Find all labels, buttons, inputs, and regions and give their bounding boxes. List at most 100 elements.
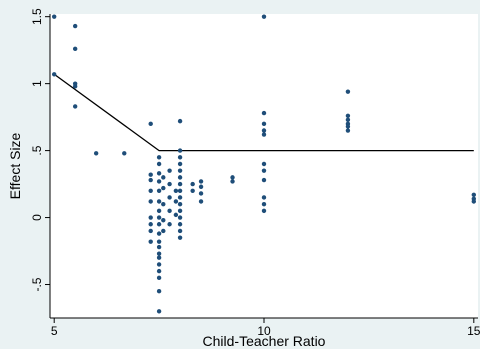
data-point [156, 222, 162, 227]
y-tick-label: -.5 [30, 277, 44, 291]
data-point [167, 168, 172, 173]
data-point [156, 155, 162, 160]
data-point [261, 132, 267, 137]
data-point [261, 121, 267, 127]
data-point [156, 188, 162, 193]
data-point [72, 104, 78, 109]
data-point [177, 168, 183, 173]
y-tick-label: 1.5 [30, 8, 44, 25]
fitted-line [53, 73, 474, 152]
data-point [148, 228, 153, 234]
data-point [167, 181, 172, 187]
data-point [177, 175, 183, 180]
data-point [148, 239, 153, 244]
data-point [177, 118, 183, 124]
data-point [177, 161, 183, 167]
x-tick-label: 5 [51, 324, 58, 338]
data-point [177, 195, 183, 200]
data-point [156, 255, 162, 260]
data-point [173, 199, 179, 204]
data-point [156, 289, 162, 294]
data-point [72, 46, 78, 52]
data-point [261, 161, 267, 167]
data-point [230, 175, 235, 180]
data-point [345, 113, 351, 118]
data-point [161, 185, 166, 191]
data-point [148, 121, 153, 127]
data-point [148, 188, 153, 193]
data-point [161, 228, 166, 234]
data-point [156, 199, 162, 204]
data-point [161, 175, 166, 180]
y-axis-title: Effect Size [7, 132, 23, 199]
data-point [156, 171, 162, 176]
data-point [345, 124, 351, 129]
data-point [198, 179, 204, 184]
data-point [261, 110, 267, 116]
data-point [198, 184, 204, 189]
data-point [72, 84, 78, 89]
data-point [230, 179, 235, 184]
data-point [190, 188, 195, 193]
data-point [471, 192, 477, 197]
x-tick-label: 10 [257, 324, 271, 338]
data-point [177, 188, 183, 193]
data-point [156, 244, 162, 250]
data-point [167, 208, 172, 214]
data-point [345, 89, 351, 94]
data-point [261, 128, 267, 133]
data-point [261, 168, 267, 173]
data-point [156, 239, 162, 244]
data-point [51, 14, 57, 19]
data-point [156, 231, 162, 236]
y-tick-label: 0 [30, 214, 44, 221]
data-point [156, 179, 162, 184]
data-point [148, 222, 153, 227]
data-point [93, 151, 99, 156]
y-tick-label: 1 [30, 80, 44, 87]
data-point [148, 215, 153, 220]
x-tick-label: 15 [467, 324, 480, 338]
data-point [177, 148, 183, 153]
y-axis-ticks: -.5 0 .5 1 1.5 [30, 8, 50, 292]
data-point [122, 151, 127, 156]
data-point [345, 117, 351, 122]
data-point [190, 181, 195, 187]
data-point [198, 191, 204, 196]
y-tick-label: .5 [30, 145, 44, 155]
data-point [72, 23, 78, 29]
data-point [261, 208, 267, 214]
data-point [177, 201, 183, 207]
data-point [261, 195, 267, 200]
data-point [156, 161, 162, 167]
data-point [167, 222, 172, 227]
data-point [148, 172, 153, 177]
data-point [261, 201, 267, 207]
data-point [173, 188, 179, 193]
data-point [156, 268, 162, 274]
x-axis-ticks: 5 10 15 [51, 318, 480, 338]
data-point [261, 177, 267, 183]
data-point [148, 177, 153, 183]
data-point [156, 215, 162, 220]
data-point [156, 309, 162, 314]
data-point [177, 235, 183, 240]
data-point [161, 201, 166, 207]
data-point [161, 218, 166, 223]
data-point [177, 222, 183, 227]
data-point [345, 128, 351, 133]
x-axis-title: Child-Teacher Ratio [203, 333, 326, 349]
data-point [198, 199, 204, 204]
data-point [177, 215, 183, 220]
data-point [156, 208, 162, 214]
data-point [261, 14, 267, 19]
data-point [177, 228, 183, 234]
data-point [177, 208, 183, 214]
data-point [167, 195, 172, 200]
data-point [177, 155, 183, 160]
data-point [177, 181, 183, 187]
data-point [156, 251, 162, 256]
data-point [156, 262, 162, 267]
